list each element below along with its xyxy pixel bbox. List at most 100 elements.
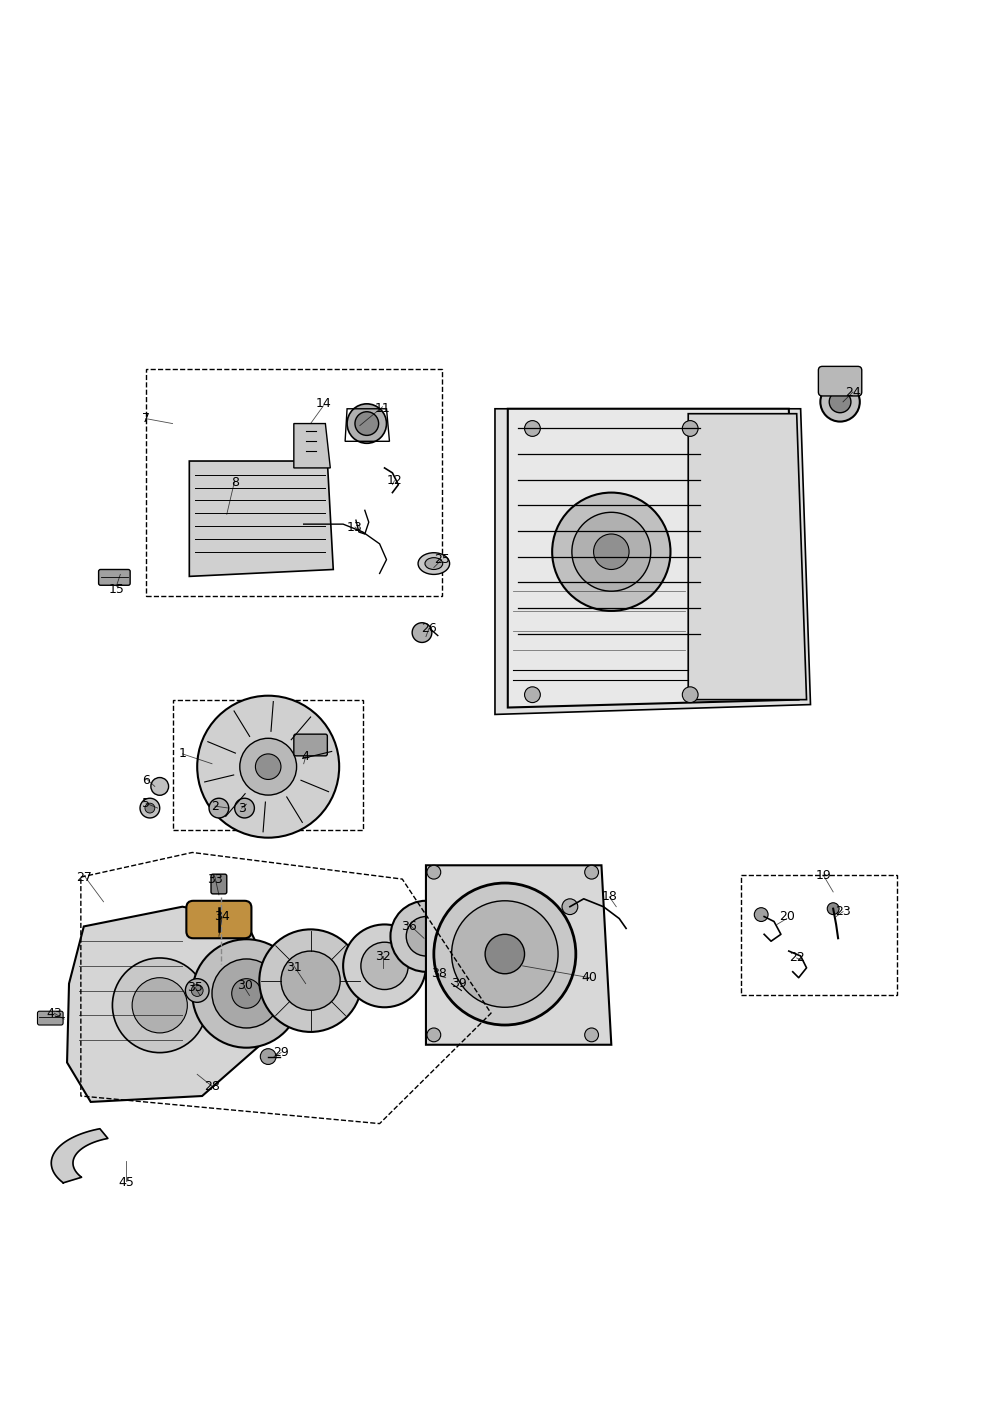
FancyBboxPatch shape: [99, 569, 130, 585]
Circle shape: [452, 901, 558, 1007]
Text: 11: 11: [375, 402, 390, 416]
Text: 29: 29: [273, 1046, 289, 1059]
Text: 20: 20: [779, 910, 795, 924]
Circle shape: [347, 404, 387, 443]
Circle shape: [438, 966, 454, 982]
Text: 27: 27: [76, 871, 92, 884]
Circle shape: [682, 420, 698, 437]
Circle shape: [594, 534, 629, 569]
Circle shape: [145, 803, 155, 813]
Text: 32: 32: [375, 949, 390, 962]
Circle shape: [412, 623, 432, 643]
Circle shape: [192, 939, 301, 1047]
Text: 19: 19: [815, 868, 831, 881]
Circle shape: [185, 979, 209, 1002]
Circle shape: [259, 929, 362, 1032]
Bar: [741, 876, 897, 996]
Circle shape: [151, 778, 169, 795]
Text: 31: 31: [286, 961, 302, 975]
FancyBboxPatch shape: [186, 901, 251, 938]
Circle shape: [240, 738, 297, 795]
Circle shape: [562, 898, 578, 915]
Text: 4: 4: [302, 751, 310, 763]
Circle shape: [485, 934, 525, 973]
Circle shape: [209, 799, 229, 817]
Ellipse shape: [418, 553, 450, 575]
FancyBboxPatch shape: [211, 874, 227, 894]
Circle shape: [191, 985, 203, 996]
Polygon shape: [495, 409, 810, 714]
Circle shape: [829, 392, 851, 413]
Circle shape: [820, 382, 860, 421]
Circle shape: [112, 958, 207, 1053]
Circle shape: [682, 687, 698, 702]
Circle shape: [525, 420, 540, 437]
Text: 22: 22: [789, 952, 805, 965]
Text: 5: 5: [142, 796, 150, 810]
Text: 35: 35: [187, 981, 203, 995]
Text: 43: 43: [46, 1006, 62, 1020]
Circle shape: [281, 951, 340, 1010]
Circle shape: [427, 866, 441, 880]
Polygon shape: [51, 1128, 107, 1183]
Text: 23: 23: [835, 905, 851, 918]
Circle shape: [235, 799, 254, 817]
Circle shape: [197, 695, 339, 837]
Polygon shape: [426, 866, 611, 1044]
Circle shape: [754, 908, 768, 921]
Circle shape: [827, 902, 839, 915]
Text: 6: 6: [142, 773, 150, 788]
Circle shape: [572, 512, 651, 592]
Circle shape: [525, 687, 540, 702]
Polygon shape: [688, 414, 807, 700]
Circle shape: [260, 1049, 276, 1064]
Circle shape: [212, 959, 281, 1027]
Text: 39: 39: [451, 978, 466, 990]
FancyBboxPatch shape: [37, 1012, 63, 1025]
Text: 26: 26: [421, 622, 437, 636]
Circle shape: [355, 412, 379, 436]
Text: 45: 45: [118, 1176, 134, 1189]
Circle shape: [452, 976, 465, 990]
Polygon shape: [67, 907, 266, 1103]
Text: 36: 36: [401, 920, 417, 932]
FancyBboxPatch shape: [294, 734, 327, 756]
Text: 18: 18: [601, 890, 617, 904]
Text: 25: 25: [434, 553, 450, 566]
Text: 30: 30: [237, 979, 252, 992]
Circle shape: [140, 799, 160, 817]
Circle shape: [552, 492, 670, 612]
Text: 13: 13: [347, 521, 363, 534]
Text: 15: 15: [108, 583, 124, 596]
Ellipse shape: [425, 558, 443, 569]
Text: 28: 28: [204, 1080, 220, 1093]
Circle shape: [343, 924, 426, 1007]
Circle shape: [132, 978, 187, 1033]
Circle shape: [406, 917, 446, 956]
Circle shape: [585, 866, 599, 880]
Circle shape: [255, 753, 281, 779]
Circle shape: [585, 1027, 599, 1042]
Polygon shape: [189, 461, 333, 576]
Circle shape: [390, 901, 461, 972]
Text: 33: 33: [207, 873, 223, 885]
Text: 12: 12: [387, 474, 402, 487]
Circle shape: [434, 883, 576, 1025]
Circle shape: [430, 958, 461, 989]
Text: 40: 40: [582, 971, 598, 985]
Text: 2: 2: [211, 800, 219, 813]
Text: 34: 34: [214, 910, 230, 924]
Bar: [173, 700, 363, 830]
Circle shape: [361, 942, 408, 989]
Text: 24: 24: [845, 386, 861, 399]
Polygon shape: [508, 409, 799, 708]
Text: 14: 14: [316, 397, 331, 410]
Circle shape: [427, 1027, 441, 1042]
Text: 3: 3: [238, 802, 246, 815]
Bar: [146, 369, 442, 596]
Text: 8: 8: [231, 477, 239, 490]
Polygon shape: [294, 423, 330, 468]
Text: 7: 7: [142, 412, 150, 426]
FancyBboxPatch shape: [818, 366, 862, 396]
Text: 1: 1: [178, 748, 186, 761]
